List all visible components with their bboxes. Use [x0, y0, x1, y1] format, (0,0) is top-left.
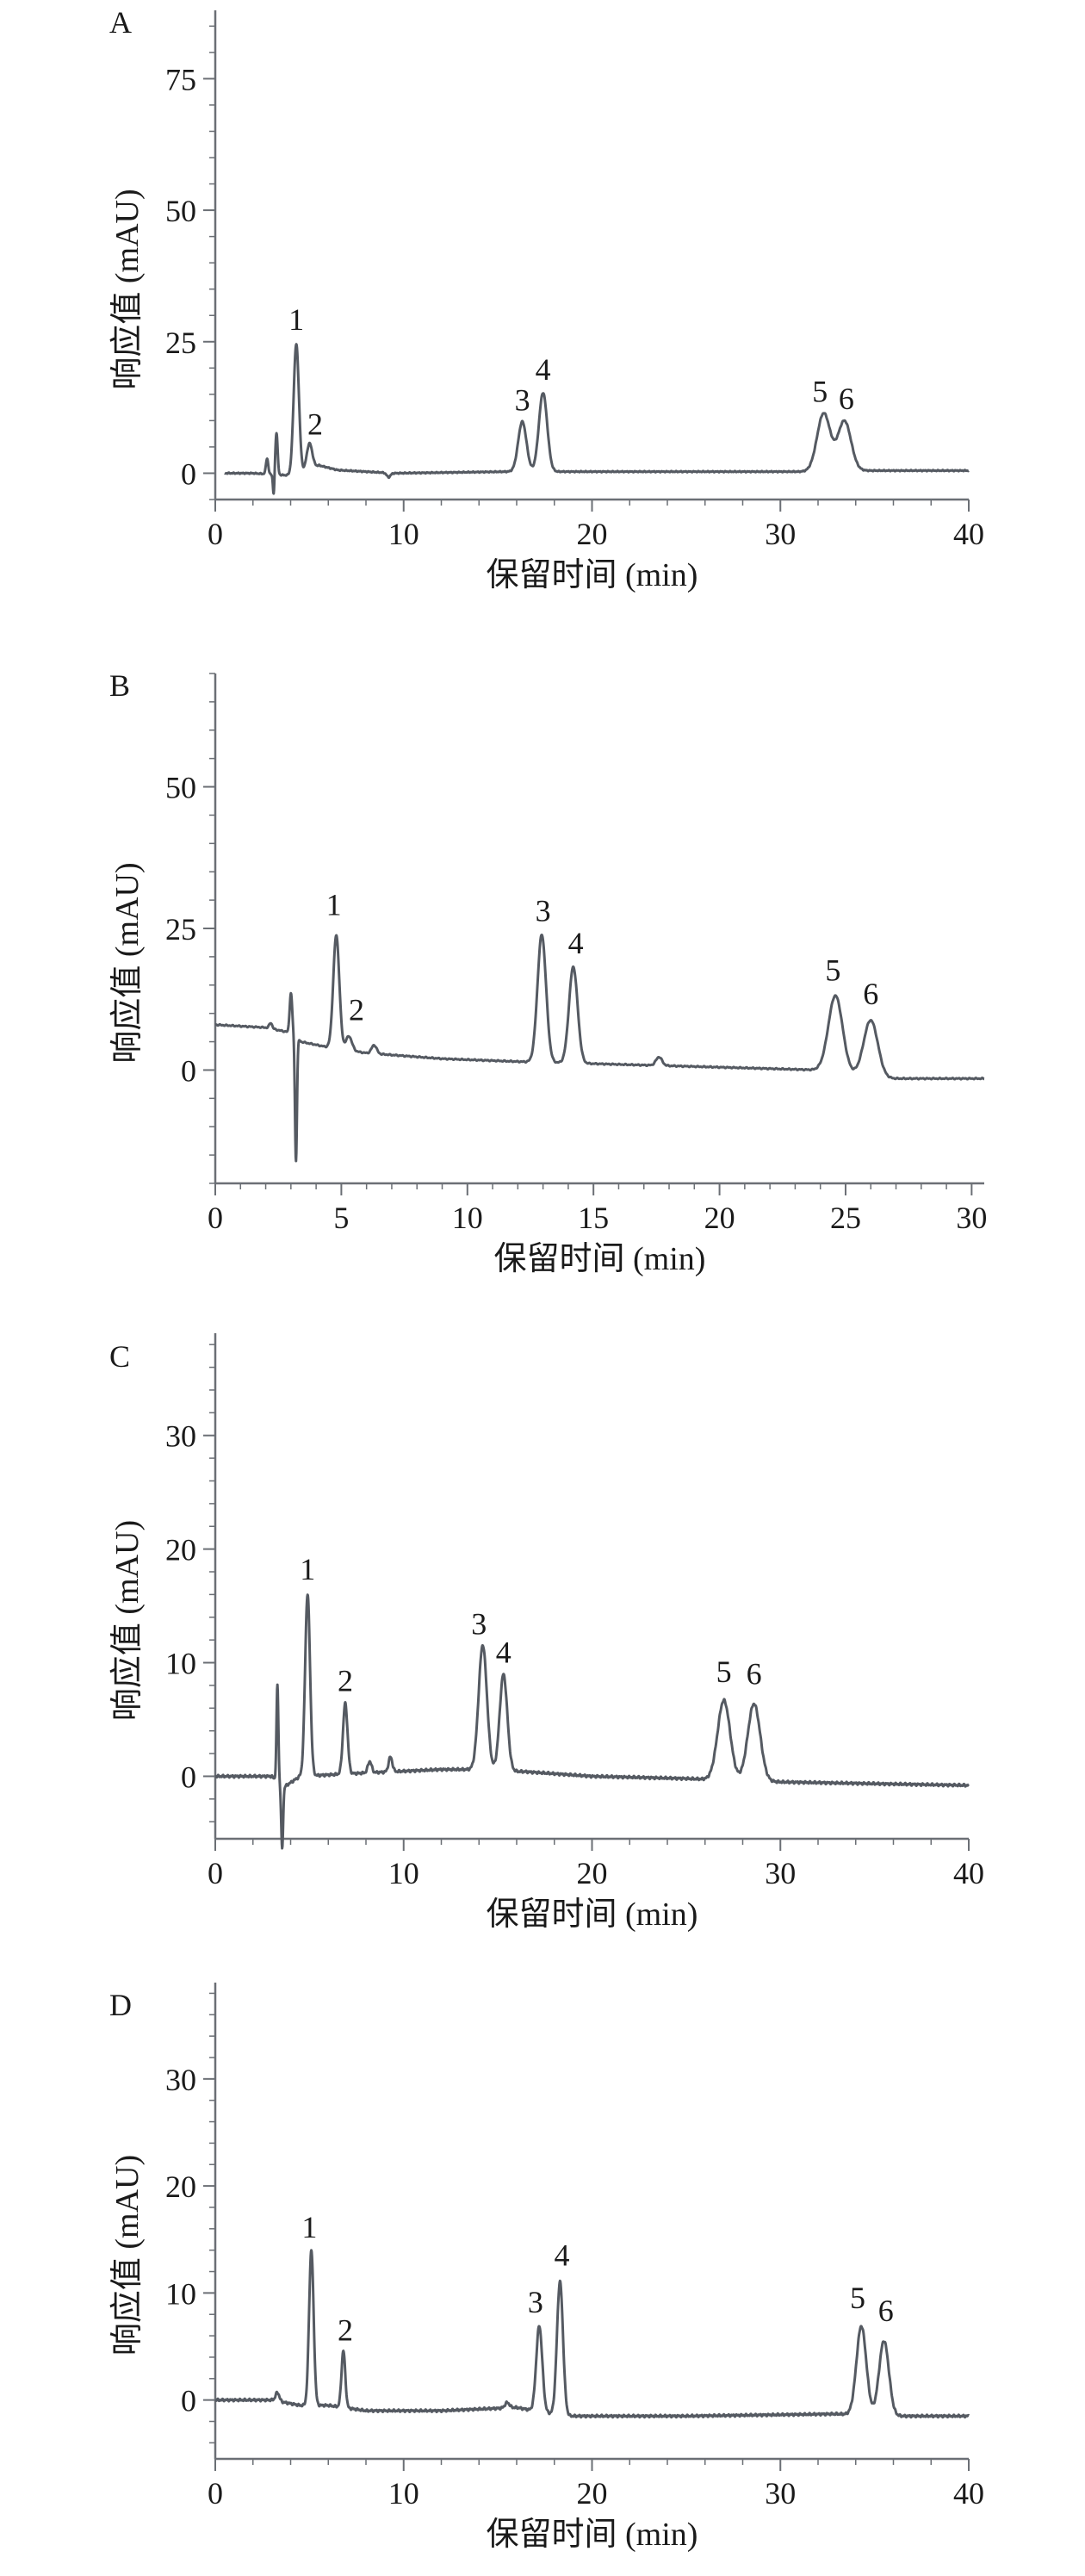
- x-tick-label: 0: [208, 517, 223, 551]
- panel-label: A: [109, 5, 132, 40]
- y-axis-title: 响应值 (mAU): [109, 862, 146, 1063]
- x-tick-label: 5: [333, 1201, 349, 1235]
- y-tick-label: 20: [165, 2169, 196, 2204]
- peak-label-2: 2: [338, 2312, 353, 2347]
- y-tick-label: 25: [165, 912, 196, 947]
- chart-panel-c: C 0 10 20 30 0 10 20 30 40 保留时间 (min) 响应值 (mAU) 1 2 34…: [109, 1333, 984, 1933]
- panel-label: D: [109, 1988, 132, 2022]
- chromatogram-trace: [214, 1593, 970, 1850]
- x-tick-label: 0: [208, 1856, 223, 1890]
- x-tick-label: 40: [953, 517, 984, 551]
- peak-label-3: 3: [536, 893, 551, 928]
- y-tick-label: 0: [181, 456, 196, 491]
- x-tick-label: 15: [578, 1201, 609, 1235]
- x-tick-label: 30: [956, 1201, 987, 1235]
- chart-panel-a: A 0 25 50 75 0 10 20 30 40 保留时间 (min) 响应值 (mAU) 1 2 34…: [109, 5, 984, 593]
- x-tick-label: 20: [577, 1856, 608, 1890]
- peak-label-6: 6: [839, 382, 854, 416]
- x-axis-title: 保留时间 (min): [487, 557, 698, 593]
- x-tick-label: 10: [388, 1856, 419, 1890]
- panel-label: C: [109, 1339, 130, 1374]
- peak-label-2: 2: [349, 992, 364, 1027]
- peak-label-4: 4: [568, 926, 584, 960]
- y-tick-label: 50: [165, 194, 196, 228]
- y-tick-label: 10: [165, 2276, 196, 2311]
- y-tick-label: 30: [165, 2063, 196, 2097]
- peak-label-2: 2: [307, 407, 323, 441]
- y-axis-title: 响应值 (mAU): [109, 2155, 146, 2356]
- x-tick-label: 30: [765, 1856, 796, 1890]
- peak-label-6: 6: [878, 2294, 894, 2328]
- peak-label-1: 1: [301, 2210, 317, 2244]
- x-tick-label: 0: [208, 2476, 223, 2511]
- peak-label-1: 1: [326, 888, 342, 922]
- y-tick-label: 0: [181, 2384, 196, 2418]
- chromatogram-trace: [223, 343, 970, 495]
- y-tick-label: 10: [165, 1647, 196, 1681]
- peak-label-3: 3: [528, 2285, 543, 2319]
- chart-panel-d: D 0 10 20 30 0 10 20 30 40 保留时间 (min) 响应值 (mAU) 1 2 34…: [109, 1983, 984, 2553]
- peak-label-4: 4: [536, 352, 551, 387]
- peak-label-3: 3: [515, 382, 530, 417]
- peak-label-5: 5: [850, 2281, 865, 2315]
- y-tick-label: 75: [165, 62, 196, 96]
- y-tick-label: 0: [181, 1760, 196, 1794]
- x-tick-label: 40: [953, 1856, 984, 1890]
- x-tick-label: 20: [577, 517, 608, 551]
- peak-label-6: 6: [747, 1656, 762, 1691]
- x-tick-label: 0: [208, 1201, 223, 1235]
- y-axis-title: 响应值 (mAU): [109, 1520, 146, 1721]
- peak-label-1: 1: [300, 1552, 315, 1586]
- y-tick-label: 50: [165, 771, 196, 805]
- y-axis-title: 响应值 (mAU): [109, 189, 146, 389]
- y-tick-label: 0: [181, 1053, 196, 1088]
- peak-label-5: 5: [812, 375, 828, 409]
- peak-label-5: 5: [825, 953, 840, 987]
- x-axis-title: 保留时间 (min): [487, 1896, 698, 1933]
- x-tick-label: 10: [452, 1201, 483, 1235]
- peak-label-3: 3: [471, 1606, 487, 1641]
- x-tick-label: 25: [830, 1201, 861, 1235]
- peak-label-4: 4: [555, 2238, 570, 2272]
- peak-label-2: 2: [338, 1663, 353, 1698]
- x-tick-label: 30: [765, 2476, 796, 2511]
- x-tick-label: 30: [765, 517, 796, 551]
- x-axis-title: 保留时间 (min): [494, 1241, 706, 1277]
- peak-label-4: 4: [496, 1635, 512, 1669]
- y-tick-label: 30: [165, 1419, 196, 1454]
- peak-label-6: 6: [863, 977, 878, 1011]
- peak-label-5: 5: [716, 1654, 732, 1689]
- x-tick-label: 40: [953, 2476, 984, 2511]
- x-tick-label: 10: [388, 2476, 419, 2511]
- chromatogram-trace: [214, 933, 986, 1163]
- x-axis-title: 保留时间 (min): [487, 2517, 698, 2553]
- x-tick-label: 20: [577, 2476, 608, 2511]
- y-tick-label: 20: [165, 1533, 196, 1567]
- x-tick-label: 20: [704, 1201, 735, 1235]
- y-tick-label: 25: [165, 326, 196, 360]
- peak-label-1: 1: [288, 302, 304, 337]
- chart-panel-b: B 0 25 50 0 5 10 15 20 25 30 保留时间 (min) 响应值 (mAU) 1 2 3…: [109, 668, 987, 1277]
- panel-label: B: [109, 668, 130, 703]
- x-tick-label: 10: [388, 517, 419, 551]
- chromatogram-trace: [214, 2249, 970, 2419]
